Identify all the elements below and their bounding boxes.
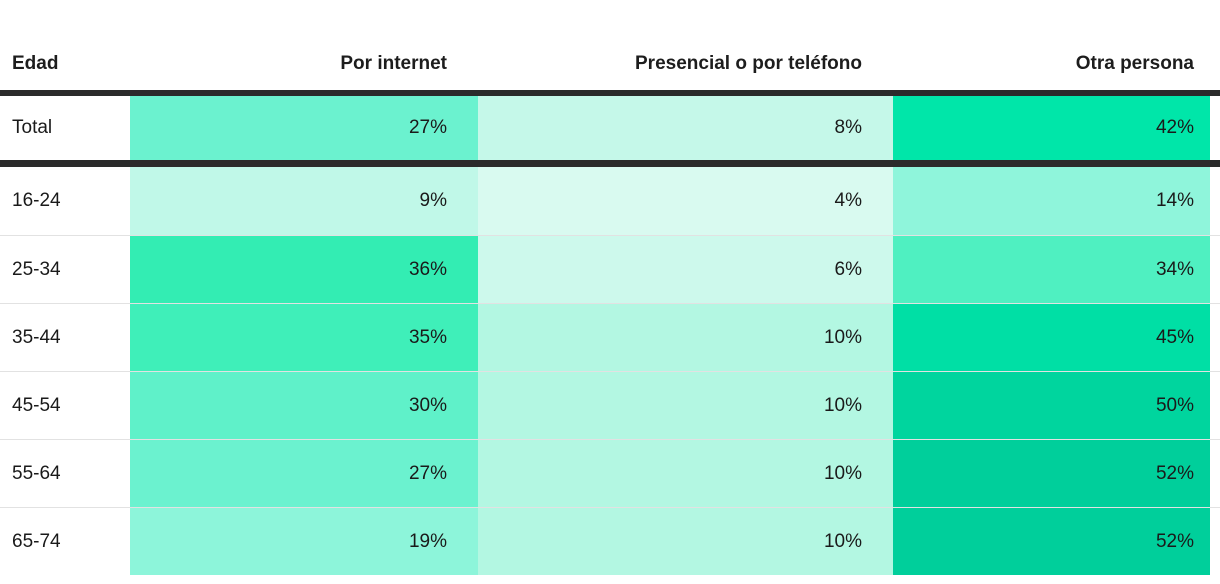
total-divider <box>0 160 1220 167</box>
row-label: 16-24 <box>0 167 130 235</box>
table-header-row: Edad Por internet Presencial o por teléf… <box>0 0 1220 90</box>
heat-cell-presencial: 6% <box>478 236 893 303</box>
table-body: 16-24 9% 4% 14% 25-34 36% 6% 34% 35-44 3… <box>0 167 1220 575</box>
heat-cell-presencial: 10% <box>478 372 893 439</box>
right-margin <box>1210 440 1220 507</box>
heat-cell-internet: 19% <box>130 508 478 575</box>
heat-cell-otra: 50% <box>893 372 1210 439</box>
table-row: 45-54 30% 10% 50% <box>0 371 1220 439</box>
right-margin <box>1210 304 1220 371</box>
row-label: 65-74 <box>0 508 130 575</box>
right-margin <box>1210 372 1220 439</box>
right-margin <box>1210 96 1220 160</box>
right-margin <box>1210 508 1220 575</box>
heat-cell-internet: 30% <box>130 372 478 439</box>
heat-cell-internet: 27% <box>130 440 478 507</box>
column-header-por-internet: Por internet <box>340 53 447 75</box>
table-row: 25-34 36% 6% 34% <box>0 235 1220 303</box>
heat-cell-otra: 34% <box>893 236 1210 303</box>
heat-cell-presencial: 10% <box>478 440 893 507</box>
heat-cell-total-otra: 42% <box>893 96 1210 160</box>
heat-cell-internet: 9% <box>130 167 478 235</box>
table-row: 35-44 35% 10% 45% <box>0 303 1220 371</box>
heat-cell-internet: 35% <box>130 304 478 371</box>
table-row: 16-24 9% 4% 14% <box>0 167 1220 235</box>
heat-cell-internet: 36% <box>130 236 478 303</box>
heat-cell-presencial: 10% <box>478 304 893 371</box>
heat-cell-otra: 52% <box>893 440 1210 507</box>
column-header-presencial-telefono: Presencial o por teléfono <box>635 53 862 75</box>
row-label: 25-34 <box>0 236 130 303</box>
row-label: 45-54 <box>0 372 130 439</box>
heat-cell-presencial: 10% <box>478 508 893 575</box>
row-label: 55-64 <box>0 440 130 507</box>
heat-cell-total-presencial: 8% <box>478 96 893 160</box>
heat-cell-otra: 14% <box>893 167 1210 235</box>
table-row-total: Total 27% 8% 42% <box>0 96 1220 160</box>
row-label-total: Total <box>0 96 130 160</box>
right-margin <box>1210 236 1220 303</box>
table-row: 65-74 19% 10% 52% <box>0 507 1220 575</box>
heat-cell-otra: 45% <box>893 304 1210 371</box>
row-label: 35-44 <box>0 304 130 371</box>
header-divider <box>0 90 1220 96</box>
table-row: 55-64 27% 10% 52% <box>0 439 1220 507</box>
right-margin <box>1210 167 1220 235</box>
column-header-otra-persona: Otra persona <box>1075 53 1194 75</box>
heat-cell-presencial: 4% <box>478 167 893 235</box>
heat-cell-otra: 52% <box>893 508 1210 575</box>
column-header-edad: Edad <box>0 53 130 75</box>
heat-cell-total-internet: 27% <box>130 96 478 160</box>
